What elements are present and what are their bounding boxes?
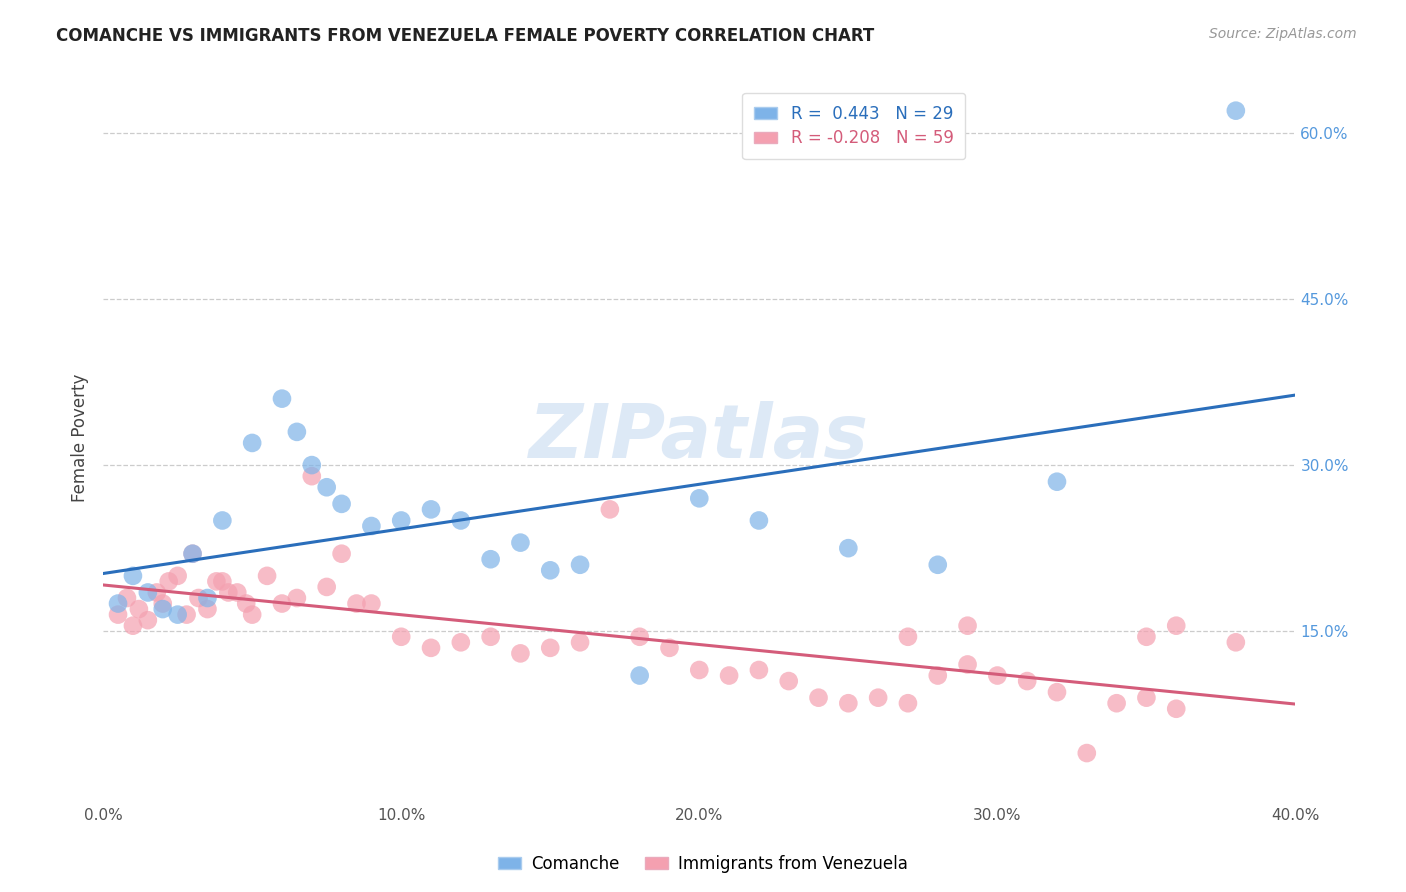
Point — [256, 569, 278, 583]
Point — [315, 580, 337, 594]
Point — [301, 469, 323, 483]
Point — [538, 563, 561, 577]
Point — [360, 597, 382, 611]
Point — [538, 640, 561, 655]
Point — [688, 491, 710, 506]
Point — [136, 613, 159, 627]
Point — [509, 535, 531, 549]
Point — [420, 640, 443, 655]
Point — [136, 585, 159, 599]
Point — [748, 663, 770, 677]
Point — [509, 646, 531, 660]
Point — [235, 597, 257, 611]
Point — [628, 630, 651, 644]
Point — [205, 574, 228, 589]
Point — [181, 547, 204, 561]
Point — [658, 640, 681, 655]
Point — [897, 630, 920, 644]
Point — [1017, 674, 1039, 689]
Point — [271, 597, 294, 611]
Point — [1046, 685, 1069, 699]
Point — [1135, 690, 1157, 705]
Point — [301, 458, 323, 472]
Point — [107, 597, 129, 611]
Point — [176, 607, 198, 622]
Point — [927, 668, 949, 682]
Point — [197, 591, 219, 605]
Point — [599, 502, 621, 516]
Point — [1046, 475, 1069, 489]
Point — [450, 513, 472, 527]
Point — [285, 425, 308, 439]
Point — [628, 668, 651, 682]
Point — [122, 569, 145, 583]
Point — [271, 392, 294, 406]
Legend: R =  0.443   N = 29, R = -0.208   N = 59: R = 0.443 N = 29, R = -0.208 N = 59 — [742, 93, 965, 159]
Point — [569, 635, 592, 649]
Point — [157, 574, 180, 589]
Point — [688, 663, 710, 677]
Point — [389, 513, 412, 527]
Point — [211, 574, 233, 589]
Y-axis label: Female Poverty: Female Poverty — [72, 373, 89, 501]
Point — [389, 630, 412, 644]
Point — [166, 607, 188, 622]
Point — [897, 696, 920, 710]
Point — [450, 635, 472, 649]
Point — [807, 690, 830, 705]
Point — [479, 630, 502, 644]
Point — [479, 552, 502, 566]
Point — [986, 668, 1008, 682]
Point — [330, 497, 353, 511]
Point — [1105, 696, 1128, 710]
Point — [181, 547, 204, 561]
Point — [217, 585, 239, 599]
Point — [166, 569, 188, 583]
Point — [748, 513, 770, 527]
Point — [1076, 746, 1098, 760]
Point — [778, 674, 800, 689]
Point — [360, 519, 382, 533]
Text: Source: ZipAtlas.com: Source: ZipAtlas.com — [1209, 27, 1357, 41]
Point — [146, 585, 169, 599]
Point — [226, 585, 249, 599]
Point — [837, 541, 859, 556]
Point — [868, 690, 890, 705]
Legend: Comanche, Immigrants from Venezuela: Comanche, Immigrants from Venezuela — [491, 848, 915, 880]
Point — [837, 696, 859, 710]
Point — [927, 558, 949, 572]
Point — [197, 602, 219, 616]
Point — [1166, 702, 1188, 716]
Point — [152, 602, 174, 616]
Point — [107, 607, 129, 622]
Point — [956, 657, 979, 672]
Point — [718, 668, 741, 682]
Point — [240, 607, 263, 622]
Point — [315, 480, 337, 494]
Point — [1225, 635, 1247, 649]
Point — [956, 618, 979, 632]
Point — [346, 597, 368, 611]
Text: ZIPatlas: ZIPatlas — [529, 401, 869, 474]
Point — [240, 436, 263, 450]
Point — [187, 591, 209, 605]
Point — [569, 558, 592, 572]
Point — [128, 602, 150, 616]
Point — [1135, 630, 1157, 644]
Point — [420, 502, 443, 516]
Point — [1225, 103, 1247, 118]
Text: COMANCHE VS IMMIGRANTS FROM VENEZUELA FEMALE POVERTY CORRELATION CHART: COMANCHE VS IMMIGRANTS FROM VENEZUELA FE… — [56, 27, 875, 45]
Point — [1166, 618, 1188, 632]
Point — [115, 591, 138, 605]
Point — [152, 597, 174, 611]
Point — [211, 513, 233, 527]
Point — [285, 591, 308, 605]
Point — [330, 547, 353, 561]
Point — [122, 618, 145, 632]
